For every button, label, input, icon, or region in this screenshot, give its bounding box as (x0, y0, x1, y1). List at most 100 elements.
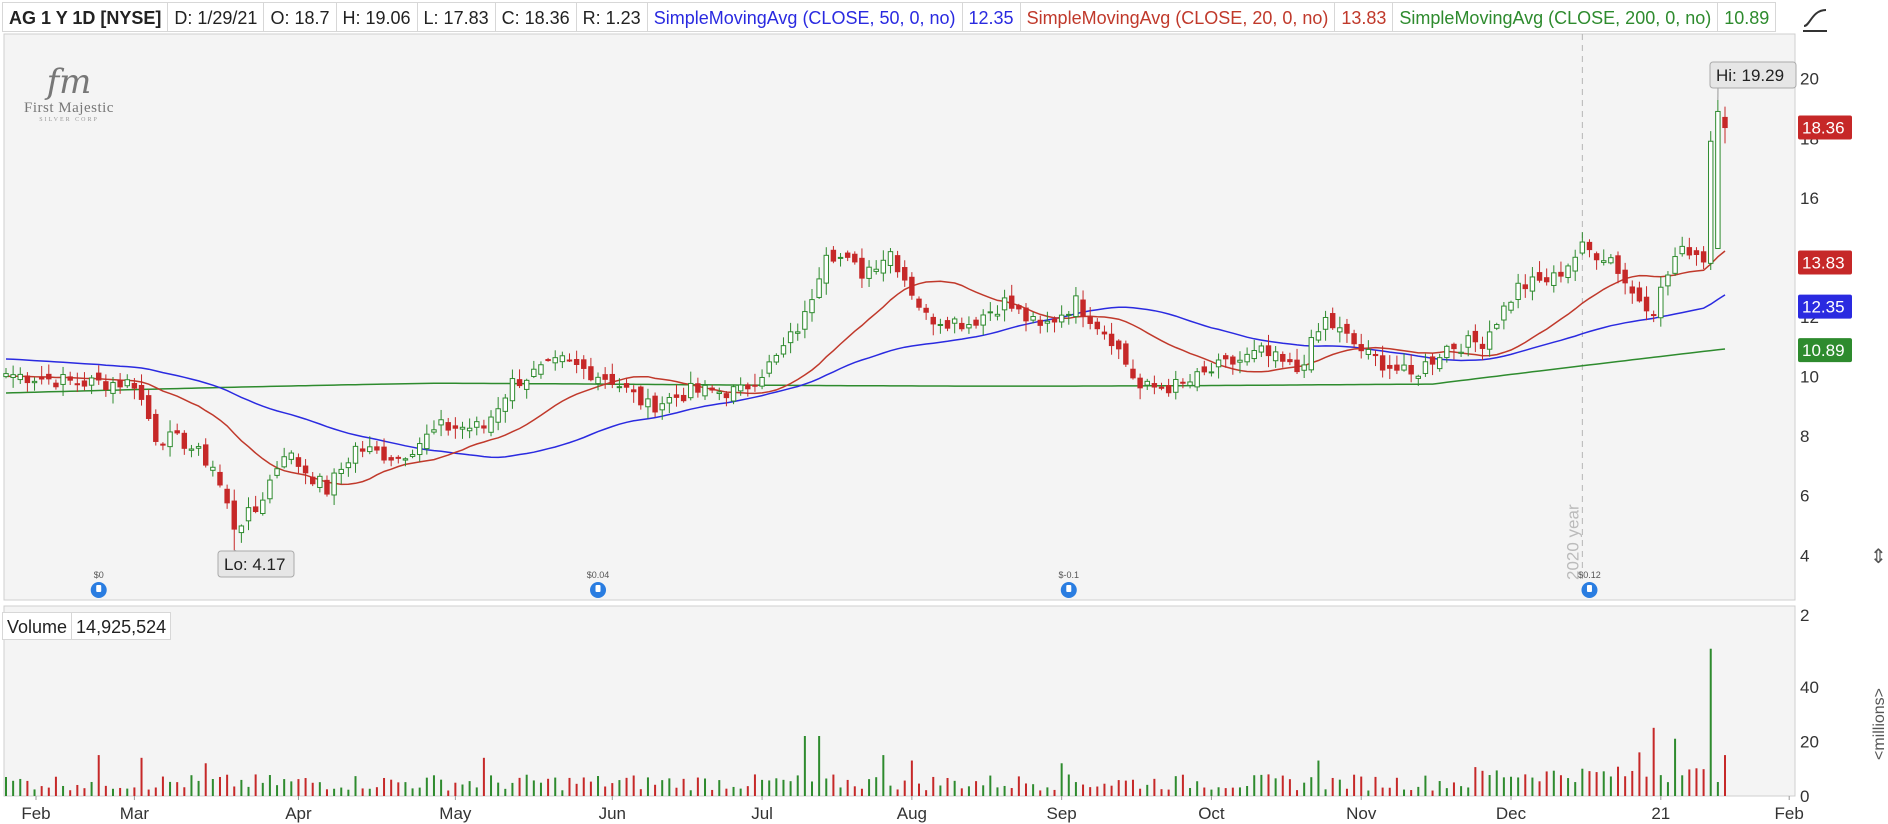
volume-bar (1517, 777, 1520, 796)
volume-bar (1431, 790, 1434, 796)
candle-body (1351, 333, 1357, 345)
volume-bar (1645, 776, 1648, 796)
volume-bar (40, 786, 43, 796)
volume-axis-tick: 20 (1800, 732, 1819, 751)
candle-body (909, 276, 915, 296)
candle-body (609, 373, 615, 385)
candle-body (1650, 314, 1657, 317)
volume-bar (361, 788, 364, 796)
volume-bar (1181, 774, 1184, 796)
dividend-label: $0 (94, 570, 104, 580)
price-axis-tick: 20 (1800, 70, 1819, 89)
dividend-icon-glyph (96, 585, 102, 592)
candle-body (103, 381, 109, 390)
volume-bar (589, 781, 592, 796)
candle-body (973, 319, 979, 326)
volume-bar (1003, 785, 1006, 796)
volume-bar (290, 781, 293, 796)
logo-monogram: fm (46, 62, 92, 102)
volume-bar (1374, 776, 1377, 796)
candle-body (1101, 331, 1108, 335)
candle-body (1394, 364, 1400, 371)
volume-bar (1288, 779, 1291, 796)
x-axis-tick: Aug (897, 804, 927, 823)
sma200-line (5, 348, 1726, 394)
candle-body (416, 443, 423, 456)
volume-bar (1460, 786, 1463, 796)
volume-bar (1310, 777, 1313, 796)
volume-bar (611, 783, 614, 796)
price-axis-tick: 4 (1800, 546, 1809, 565)
sma200-label[interactable]: SimpleMovingAvg (CLOSE, 200, 0, no) (1393, 2, 1719, 32)
chart-header: AG 1 Y 1D [NYSE] D: 1/29/21 O: 18.7 H: 1… (2, 2, 1777, 32)
volume-bar (1210, 789, 1213, 796)
volume-bar (183, 787, 186, 796)
candle-body (1722, 116, 1728, 129)
candle-body (1472, 330, 1479, 343)
x-axis-tick: Mar (120, 804, 150, 823)
volume-bar (1296, 790, 1299, 796)
volume-label[interactable]: Volume (2, 612, 73, 640)
volume-bar (1531, 777, 1534, 796)
volume-bar (1424, 775, 1427, 796)
candle-body (859, 257, 865, 279)
volume-bar (490, 775, 493, 796)
candle-body (916, 298, 922, 308)
volume-bar (704, 778, 707, 796)
volume-bar (333, 788, 336, 796)
volume-bar (746, 786, 749, 796)
candle-body (1173, 378, 1179, 393)
volume-bar (1303, 782, 1306, 796)
candle-body (153, 413, 159, 442)
company-logo: fm First Majestic SILVER CORP (14, 64, 124, 123)
volume-bar (1060, 763, 1063, 796)
candle-body (195, 446, 202, 449)
volume-bar (1189, 787, 1192, 796)
candle-body (1515, 282, 1521, 300)
volume-bar (247, 786, 250, 796)
candle-body (1158, 386, 1165, 389)
candle-body (1615, 255, 1621, 274)
candle-body (902, 267, 908, 281)
resize-handle-icon[interactable]: ⇕ (1870, 546, 1887, 568)
candle-body (887, 251, 894, 266)
candle-body (267, 479, 273, 500)
candle-body (17, 373, 23, 381)
sma20-label[interactable]: SimpleMovingAvg (CLOSE, 20, 0, no) (1020, 2, 1336, 32)
candle-body (188, 448, 195, 451)
symbol-label[interactable]: AG 1 Y 1D [NYSE] (2, 2, 169, 32)
candle-body (1551, 272, 1557, 286)
volume-bar (825, 778, 828, 796)
candle-body (367, 446, 373, 453)
dividend-icon-glyph (1066, 585, 1072, 592)
candle-body (1629, 286, 1635, 294)
volume-bar (140, 757, 143, 796)
high-callout-label: Hi: 19.29 (1716, 66, 1784, 85)
open-value: O: 18.7 (264, 2, 337, 32)
volume-bar (882, 755, 885, 796)
volume-bar (996, 787, 999, 796)
candle-body (1693, 250, 1700, 256)
candle-body (573, 359, 580, 365)
volume-bar (925, 790, 928, 796)
candle-body (466, 427, 473, 432)
candle-body (252, 506, 259, 513)
candle-body (994, 313, 1001, 317)
candle-body (238, 525, 245, 534)
candle-body (1458, 351, 1464, 354)
candle-body (680, 394, 687, 402)
volume-bar (739, 788, 742, 796)
candle-body (930, 316, 936, 325)
candle-body (1337, 327, 1343, 333)
drawing-tool-icon[interactable] (1800, 4, 1830, 34)
x-axis-tick: Feb (1775, 804, 1804, 823)
volume-bar (233, 786, 236, 796)
volume-bar (1217, 787, 1220, 796)
candle-body (359, 448, 366, 452)
volume-bar (1160, 789, 1163, 796)
sma50-label[interactable]: SimpleMovingAvg (CLOSE, 50, 0, no) (647, 2, 963, 32)
volume-bar (1474, 767, 1477, 796)
candle-body (844, 252, 851, 258)
volume-bar (1681, 775, 1684, 796)
